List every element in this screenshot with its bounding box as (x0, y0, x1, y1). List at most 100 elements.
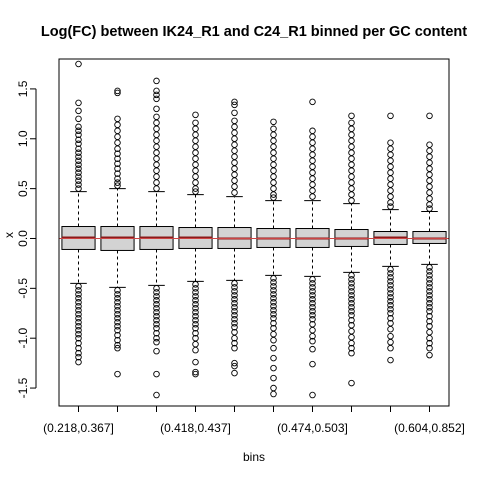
outlier-point (309, 308, 316, 315)
outlier-point (309, 292, 316, 299)
outlier-point (114, 331, 121, 339)
outlier-point (75, 140, 82, 148)
y-tick-label: -1.0 (16, 328, 30, 349)
outlier-point (348, 316, 355, 324)
outlier-point (387, 298, 394, 305)
outlier-point (75, 318, 82, 326)
outlier-point (309, 345, 316, 353)
outlier-point (153, 347, 160, 355)
outlier-point (426, 280, 433, 287)
outlier-point (387, 203, 394, 210)
outlier-point (153, 329, 160, 337)
outlier-point (348, 304, 355, 311)
outlier-point (114, 341, 121, 349)
outlier-point (75, 287, 82, 294)
outlier-point (270, 374, 277, 382)
outlier-point (348, 284, 355, 291)
outlier-point (153, 185, 160, 192)
outlier-point (270, 118, 277, 126)
outlier-point (192, 289, 199, 296)
outlier-point (348, 344, 355, 352)
outlier-point (192, 370, 199, 378)
outlier-point (75, 291, 82, 298)
outlier-point (192, 297, 199, 304)
outlier-point (309, 332, 316, 340)
outlier-point (75, 127, 82, 135)
x-tick-label: (0.474,0.503] (277, 421, 348, 435)
outlier-point (114, 175, 121, 182)
outlier-point (114, 179, 121, 186)
outlier-point (75, 157, 82, 164)
plot-area (59, 60, 449, 399)
outlier-point (153, 91, 160, 99)
outlier-point (114, 315, 121, 322)
outlier-point (387, 302, 394, 309)
outlier-point (231, 312, 238, 319)
outlier-point (75, 169, 82, 176)
outlier-point (231, 98, 238, 106)
box-group-9 (373, 112, 408, 364)
outlier-point (270, 307, 277, 314)
outlier-point (114, 287, 121, 294)
outlier-point (192, 320, 199, 328)
outlier-point (270, 319, 277, 327)
outlier-point (348, 379, 355, 387)
outlier-point (231, 308, 238, 315)
outlier-point (270, 295, 277, 302)
outlier-point (387, 290, 394, 297)
outlier-point (231, 292, 238, 299)
outlier-point (153, 105, 160, 113)
outlier-point (387, 270, 394, 277)
outlier-point (348, 296, 355, 303)
outlier-point (387, 306, 394, 313)
outlier-point (387, 356, 394, 364)
outlier-point (387, 315, 394, 322)
outlier-point (75, 107, 82, 115)
outlier-point (75, 283, 82, 290)
outlier-point (153, 297, 160, 304)
outlier-point (270, 344, 277, 352)
outlier-point (153, 305, 160, 312)
outlier-point (231, 323, 238, 331)
outlier-point (153, 95, 160, 103)
outlier-point (114, 170, 121, 177)
outlier-point (231, 304, 238, 311)
outlier-point (426, 268, 433, 275)
outlier-point (309, 280, 316, 287)
outlier-point (348, 292, 355, 299)
y-tick-label: 0.5 (16, 180, 30, 197)
outlier-point (192, 185, 199, 192)
outlier-point (114, 370, 121, 378)
y-tick-label: -1.5 (16, 377, 30, 398)
outlier-point (153, 87, 160, 95)
outlier-point (75, 131, 82, 139)
outlier-point (114, 182, 121, 189)
outlier-point (426, 351, 433, 359)
outlier-point (75, 173, 82, 180)
outlier-point (192, 285, 199, 292)
outlier-point (114, 336, 121, 344)
outlier-point (348, 288, 355, 295)
outlier-point (75, 303, 82, 310)
outlier-point (231, 362, 238, 370)
outlier-point (270, 279, 277, 286)
outlier-point (75, 149, 82, 156)
outlier-point (153, 334, 160, 342)
outlier-point (426, 313, 433, 320)
outlier-point (114, 326, 121, 334)
outlier-point (231, 109, 238, 117)
y-tick-label: 1.0 (16, 130, 30, 147)
outlier-point (426, 264, 433, 271)
outlier-point (426, 339, 433, 347)
outlier-point (192, 305, 199, 312)
outlier-point (231, 339, 238, 347)
outlier-point (75, 349, 82, 357)
outlier-point (426, 344, 433, 352)
outlier-point (309, 296, 316, 303)
outlier-point (153, 301, 160, 308)
outlier-point (270, 287, 277, 294)
outlier-point (387, 282, 394, 289)
outlier-point (387, 278, 394, 285)
outlier-point (309, 288, 316, 295)
outlier-point (192, 309, 199, 316)
